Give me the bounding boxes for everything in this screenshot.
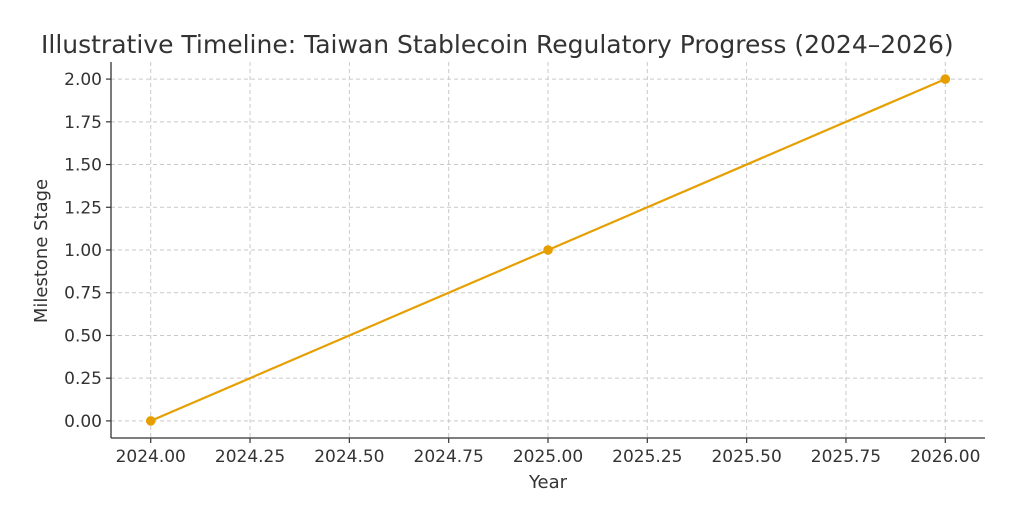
y-tick-label: 1.00 xyxy=(64,241,102,261)
series xyxy=(145,74,951,426)
data-point xyxy=(543,245,553,255)
y-axis-label: Milestone Stage xyxy=(31,179,52,323)
tick-labels: 2024.00 2024.25 2024.50 2024.75 2025.00 2025.… xyxy=(64,70,980,467)
x-tick-label: 2024.50 xyxy=(314,447,384,467)
chart-title: Illustrative Timeline: Taiwan Stablecoin… xyxy=(41,30,954,59)
y-tick-label: 0.50 xyxy=(64,326,102,346)
y-tick-label: 1.50 xyxy=(64,156,102,176)
y-tick-label: 0.00 xyxy=(64,412,102,432)
data-point xyxy=(145,416,156,426)
x-tick-label: 2025.00 xyxy=(513,447,583,467)
x-tick-label: 2024.25 xyxy=(215,447,285,467)
x-tick-label: 2024.75 xyxy=(414,447,484,467)
y-tick-label: 2.00 xyxy=(64,70,102,90)
y-tick-label: 0.75 xyxy=(64,284,102,304)
x-tick-label: 2025.75 xyxy=(811,447,881,467)
grid xyxy=(111,62,985,438)
x-tick-label: 2025.25 xyxy=(612,447,682,467)
x-axis-label: Year xyxy=(528,472,568,493)
x-tick-label: 2024.00 xyxy=(116,447,186,467)
y-tick-label: 1.25 xyxy=(64,198,102,218)
axes xyxy=(106,62,985,443)
x-tick-label: 2026.00 xyxy=(910,447,980,467)
data-point xyxy=(940,74,951,84)
x-tick-label: 2025.50 xyxy=(711,447,781,467)
y-tick-label: 1.75 xyxy=(64,113,102,133)
y-tick-label: 0.25 xyxy=(64,369,102,389)
